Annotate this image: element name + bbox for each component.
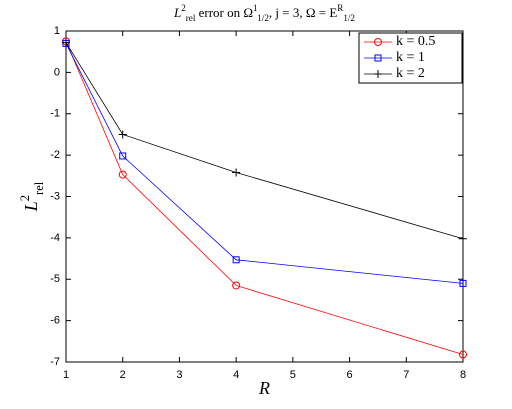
text-segment: R (337, 3, 344, 13)
point (459, 279, 467, 287)
x-tick-label: 3 (176, 369, 182, 381)
x-tick-label: 5 (290, 369, 296, 381)
point (459, 350, 467, 359)
point (118, 130, 127, 139)
legend-label: k = 2 (396, 66, 425, 81)
y-tick-label: -1 (50, 108, 60, 120)
y-tick-label: -6 (50, 315, 60, 327)
point (119, 152, 127, 160)
legend-marker (374, 54, 382, 62)
point (118, 170, 127, 179)
text-segment: rel (32, 181, 46, 195)
point (232, 256, 240, 264)
text-segment: L (21, 201, 41, 212)
point (232, 281, 241, 290)
y-tick-label: -4 (50, 232, 60, 244)
text-segment: 2 (181, 3, 186, 13)
y-tick-label: -7 (50, 356, 60, 368)
text-segment: 2 (18, 195, 32, 201)
series-line (65, 42, 464, 240)
x-tick-label: 8 (460, 369, 466, 381)
text-segment: rel (186, 13, 196, 23)
series-line (65, 43, 464, 284)
y-tick-label: -5 (50, 273, 60, 285)
text-segment: 1/2 (343, 13, 355, 23)
x-tick-label: 7 (403, 369, 409, 381)
y-tick-label: -2 (50, 149, 60, 161)
text-segment: 1/2 (257, 13, 269, 23)
chart-title: L2rel error on Ω11/2, j = 3, Ω = ER1/2 (173, 3, 355, 23)
series-line (65, 41, 464, 355)
text-segment: error on Ω (195, 5, 253, 20)
legend-label: k = 1 (396, 50, 425, 65)
x-tick-label: 6 (347, 369, 353, 381)
legend-marker (374, 38, 382, 46)
text-segment: L (173, 5, 181, 20)
x-tick-label: 1 (63, 369, 69, 381)
y-tick-label: -3 (50, 190, 60, 202)
x-axis-label: R (258, 378, 270, 398)
text-segment: 1 (253, 3, 257, 13)
point (459, 234, 467, 243)
legend-marker (374, 70, 382, 78)
axes-box (65, 30, 464, 363)
y-axis-label: L2rel (18, 181, 46, 212)
x-tick-label: 2 (120, 369, 126, 381)
point (232, 168, 241, 177)
x-tick-label: 4 (233, 369, 239, 381)
y-tick-label: 0 (54, 66, 60, 78)
y-tick-label: 1 (54, 25, 60, 37)
point (62, 38, 70, 47)
legend-label: k = 0.5 (396, 34, 435, 49)
text-segment: , j = 3, Ω = E (269, 5, 337, 20)
